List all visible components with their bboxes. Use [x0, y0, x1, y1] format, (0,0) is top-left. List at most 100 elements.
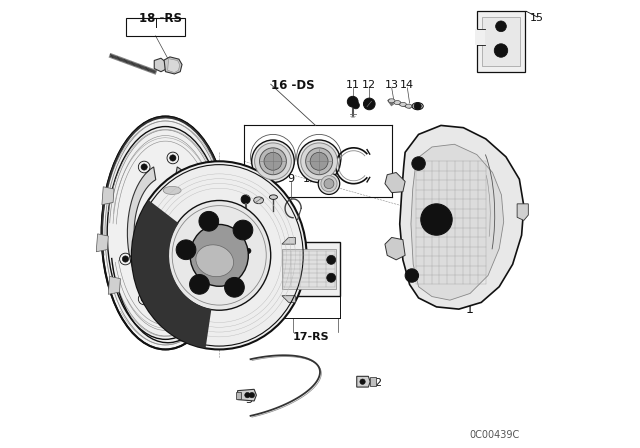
- Circle shape: [364, 98, 375, 110]
- Circle shape: [412, 157, 426, 170]
- Text: 11: 11: [346, 80, 360, 90]
- Ellipse shape: [260, 148, 287, 175]
- Circle shape: [233, 220, 253, 240]
- Polygon shape: [517, 204, 529, 220]
- Circle shape: [225, 277, 244, 297]
- Polygon shape: [411, 144, 504, 300]
- Ellipse shape: [105, 121, 226, 345]
- Ellipse shape: [310, 152, 328, 170]
- Text: 17-RS: 17-RS: [293, 332, 330, 342]
- Circle shape: [494, 44, 508, 57]
- Ellipse shape: [405, 104, 412, 108]
- Ellipse shape: [196, 245, 234, 277]
- Ellipse shape: [318, 173, 340, 194]
- Text: 7: 7: [255, 174, 262, 184]
- Polygon shape: [108, 276, 120, 294]
- Polygon shape: [356, 376, 370, 387]
- Ellipse shape: [252, 140, 294, 182]
- Text: 1: 1: [466, 302, 474, 316]
- Circle shape: [360, 379, 365, 384]
- Circle shape: [193, 278, 205, 291]
- Circle shape: [246, 248, 251, 254]
- Ellipse shape: [102, 116, 229, 349]
- Text: 0C00439C: 0C00439C: [470, 431, 520, 440]
- Ellipse shape: [132, 161, 307, 349]
- Circle shape: [237, 224, 249, 236]
- Text: 14: 14: [400, 80, 415, 90]
- Circle shape: [426, 208, 448, 231]
- Text: 4: 4: [250, 324, 257, 334]
- Text: 18 -RS: 18 -RS: [140, 12, 182, 26]
- Circle shape: [141, 296, 147, 302]
- Circle shape: [366, 101, 372, 107]
- Circle shape: [348, 96, 358, 107]
- Ellipse shape: [298, 140, 340, 182]
- Ellipse shape: [412, 103, 423, 110]
- Ellipse shape: [399, 103, 406, 107]
- Circle shape: [241, 195, 250, 204]
- Circle shape: [199, 211, 219, 231]
- Text: 10: 10: [303, 174, 317, 184]
- Circle shape: [170, 155, 176, 161]
- Polygon shape: [237, 389, 257, 401]
- Circle shape: [202, 215, 215, 228]
- Circle shape: [244, 392, 250, 398]
- Ellipse shape: [190, 224, 248, 286]
- Text: 2: 2: [374, 378, 381, 388]
- Text: 6: 6: [242, 174, 249, 184]
- Polygon shape: [475, 29, 485, 45]
- Ellipse shape: [253, 197, 264, 203]
- Circle shape: [352, 102, 360, 109]
- Circle shape: [249, 392, 255, 398]
- Polygon shape: [132, 200, 211, 348]
- Polygon shape: [164, 57, 182, 74]
- Polygon shape: [282, 296, 296, 302]
- Circle shape: [421, 204, 452, 235]
- Polygon shape: [400, 125, 524, 309]
- Circle shape: [327, 255, 336, 264]
- Ellipse shape: [255, 143, 291, 180]
- Circle shape: [408, 272, 415, 279]
- Polygon shape: [282, 237, 296, 244]
- Text: 13: 13: [385, 80, 399, 90]
- Text: 12: 12: [362, 80, 376, 90]
- Bar: [127, 18, 185, 36]
- Text: 16 -DS: 16 -DS: [271, 78, 314, 92]
- Polygon shape: [385, 237, 405, 260]
- Circle shape: [228, 281, 241, 293]
- Circle shape: [415, 160, 422, 167]
- Ellipse shape: [324, 179, 334, 189]
- Circle shape: [176, 240, 196, 259]
- Polygon shape: [370, 377, 376, 386]
- Polygon shape: [102, 187, 114, 205]
- Polygon shape: [96, 234, 108, 252]
- Circle shape: [327, 273, 336, 282]
- Ellipse shape: [168, 201, 271, 310]
- Ellipse shape: [301, 143, 337, 180]
- Polygon shape: [243, 237, 253, 264]
- Polygon shape: [236, 392, 241, 399]
- Text: 9: 9: [287, 174, 294, 184]
- Text: 15: 15: [531, 13, 544, 23]
- Ellipse shape: [160, 184, 184, 197]
- Polygon shape: [154, 58, 165, 72]
- Ellipse shape: [264, 152, 282, 170]
- Ellipse shape: [163, 186, 181, 194]
- Ellipse shape: [321, 176, 337, 192]
- Circle shape: [189, 275, 209, 294]
- Polygon shape: [127, 167, 156, 299]
- Bar: [482, 17, 520, 66]
- Text: 8: 8: [269, 174, 276, 184]
- Text: 3: 3: [245, 395, 252, 405]
- Circle shape: [431, 214, 442, 225]
- Circle shape: [243, 246, 253, 256]
- Ellipse shape: [269, 195, 278, 199]
- Bar: [282, 249, 336, 289]
- Polygon shape: [385, 172, 405, 193]
- Ellipse shape: [388, 99, 395, 103]
- Polygon shape: [168, 59, 180, 73]
- Bar: [477, 11, 525, 72]
- Circle shape: [180, 243, 192, 256]
- Circle shape: [414, 103, 421, 110]
- Polygon shape: [175, 167, 204, 299]
